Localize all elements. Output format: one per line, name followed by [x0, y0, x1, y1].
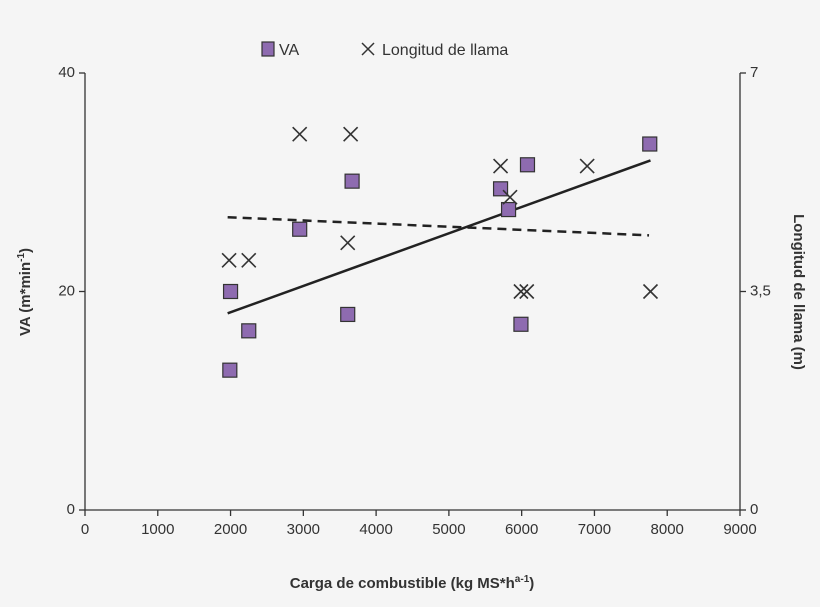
x-tick-label: 3000 [287, 521, 320, 538]
va-point [222, 283, 239, 300]
x-tick-label: 4000 [359, 521, 392, 538]
va-point [642, 136, 658, 152]
llama-point [502, 189, 518, 205]
x-tick-label: 5000 [432, 521, 465, 538]
legend-label-va: VA [279, 42, 299, 59]
marks [221, 126, 659, 378]
llama-point [579, 158, 595, 174]
x-tick-label: 6000 [505, 521, 538, 538]
llama-point [642, 283, 659, 300]
trend-line-llama [227, 215, 650, 237]
y2-axis-label: Longitud de llama (m) [790, 214, 807, 370]
llama-point-stroke [292, 126, 308, 142]
llama-point [241, 252, 257, 268]
llama-point [340, 235, 356, 251]
llama-point-stroke [340, 235, 356, 251]
x-tick-label: 1000 [141, 521, 174, 538]
y-tick-label: 20 [58, 283, 75, 300]
legend-label-llama: Longitud de llama [382, 42, 508, 59]
x-tick-label: 9000 [723, 521, 756, 538]
llama-point-stroke [502, 189, 518, 205]
x-tick-label: 2000 [214, 521, 247, 538]
y-tick-label: 0 [67, 501, 75, 518]
legend: VA Longitud de llama [261, 41, 508, 59]
llama-point-stroke [579, 158, 595, 174]
llama-point [292, 126, 308, 142]
x-axis-label: Carga de combustible (kg MS*ha-1) [290, 574, 535, 592]
llama-point-stroke [241, 252, 257, 268]
llama-point [513, 283, 529, 300]
y2-tick-label: 7 [750, 64, 758, 81]
va-point [513, 316, 529, 332]
va-point [340, 306, 356, 323]
y2-tick-label: 3,5 [750, 283, 771, 300]
y-tick-label: 40 [58, 64, 75, 81]
trend-line-va [227, 159, 651, 315]
va-point [292, 221, 308, 237]
va-point [241, 323, 257, 339]
llama-point-stroke [642, 283, 659, 300]
y-axis-label: VA (m*min-1) [16, 248, 34, 336]
llama-point-stroke [492, 158, 509, 174]
legend-marker-va [261, 41, 275, 57]
axes: 0 1000 2000 3000 4000 5000 6000 7000 8000 9000 0 20… [58, 64, 771, 538]
va-point [222, 362, 238, 378]
va-point [519, 157, 536, 173]
llama-point-stroke [221, 252, 237, 268]
llama-point [221, 252, 237, 268]
llama-point [343, 126, 359, 142]
x-tick-label: 0 [81, 521, 89, 538]
x-tick-label: 7000 [578, 521, 611, 538]
x-tick-label: 8000 [651, 521, 684, 538]
llama-point-stroke [513, 283, 529, 300]
llama-point-stroke [343, 126, 359, 142]
legend-marker-llama [361, 42, 375, 56]
y2-tick-label: 0 [750, 501, 758, 518]
llama-point [492, 158, 509, 174]
llama-point [519, 283, 535, 300]
llama-point-stroke [519, 283, 535, 300]
va-point [344, 173, 360, 189]
va-point [500, 201, 517, 218]
